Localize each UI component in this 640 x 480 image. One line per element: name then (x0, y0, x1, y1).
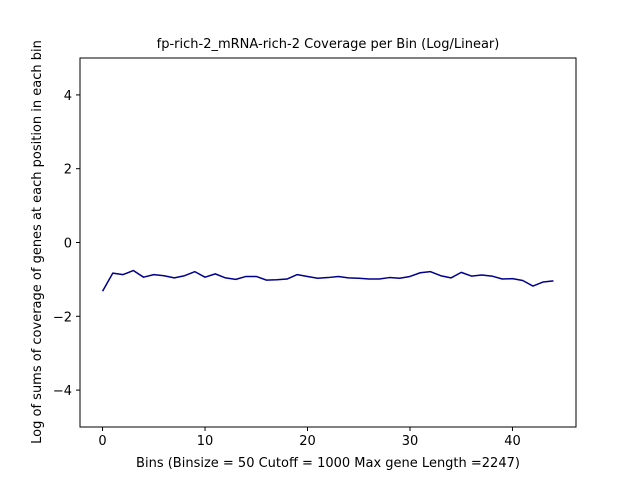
x-tick-label: 30 (402, 434, 419, 449)
y-tick-label: 2 (64, 163, 72, 178)
y-tick-label: −4 (53, 384, 72, 399)
x-axis: 0 10 20 30 40 (98, 427, 521, 449)
x-tick-label: 0 (98, 434, 106, 449)
y-tick-label: 4 (64, 89, 72, 104)
y-axis: −4 −2 0 2 4 (53, 89, 80, 399)
x-tick-label: 20 (299, 434, 316, 449)
series-line (101, 269, 554, 292)
plot-area (101, 269, 554, 292)
x-tick-label: 10 (197, 434, 214, 449)
y-axis-label: Log of sums of coverage of genes at each… (30, 40, 45, 444)
y-tick-label: −2 (53, 310, 72, 325)
chart-title: fp-rich-2_mRNA-rich-2 Coverage per Bin (… (157, 37, 500, 52)
y-tick-label: 0 (64, 237, 72, 252)
x-axis-label: Bins (Binsize = 50 Cutoff = 1000 Max gen… (136, 456, 520, 471)
x-tick-label: 40 (504, 434, 521, 449)
